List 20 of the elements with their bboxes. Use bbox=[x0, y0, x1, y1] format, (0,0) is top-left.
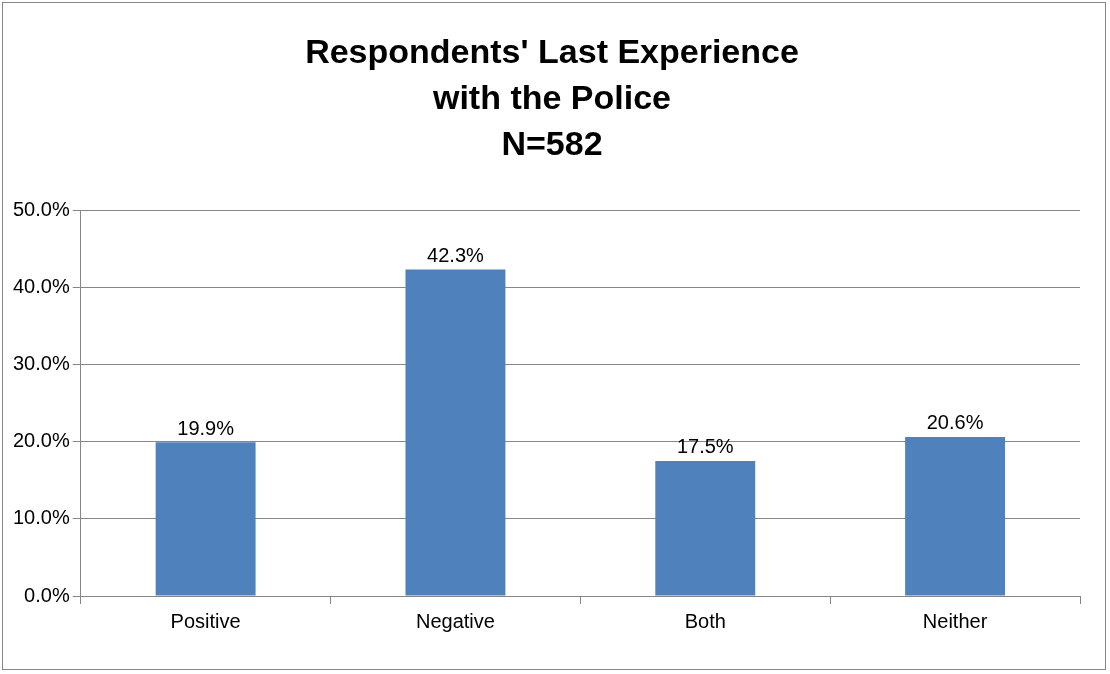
bar bbox=[905, 436, 1006, 596]
x-tick-label: Both bbox=[684, 609, 726, 632]
y-tick-label: 40.0% bbox=[12, 274, 70, 297]
data-label: 42.3% bbox=[427, 243, 485, 266]
x-tick-label: Neither bbox=[922, 609, 988, 632]
y-tick-label: 10.0% bbox=[12, 506, 70, 529]
bar bbox=[405, 269, 506, 596]
data-label: 20.6% bbox=[926, 411, 984, 434]
data-label: 19.9% bbox=[177, 416, 235, 439]
chart-subtitle: N=582 bbox=[500, 123, 604, 164]
bar bbox=[155, 442, 256, 596]
x-tick-label: Negative bbox=[415, 609, 495, 632]
y-tick-label: 50.0% bbox=[12, 197, 70, 220]
bar bbox=[655, 460, 756, 596]
y-tick-label: 30.0% bbox=[12, 351, 70, 374]
x-tick-label: Positive bbox=[170, 609, 241, 632]
chart-title: Respondents' Last Experience with the Police bbox=[304, 31, 800, 118]
data-label: 17.5% bbox=[676, 435, 734, 458]
y-tick-label: 20.0% bbox=[12, 429, 70, 452]
y-tick-label: 0.0% bbox=[24, 583, 70, 606]
